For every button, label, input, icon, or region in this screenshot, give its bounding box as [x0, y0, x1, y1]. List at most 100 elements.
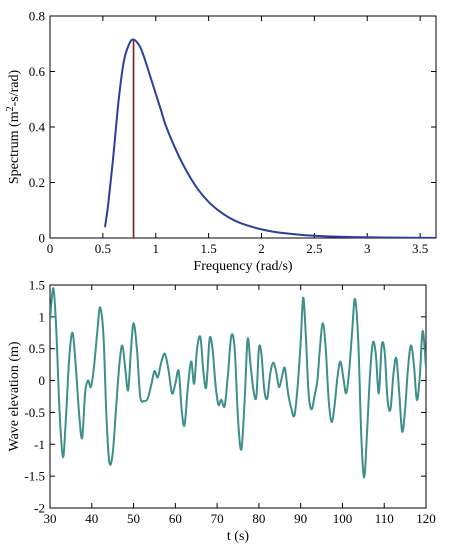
x-tick-label: 70 — [211, 511, 224, 526]
y-axis-label-part: -s/rad) — [7, 70, 22, 107]
data-point — [237, 418, 239, 420]
x-tick-label: 100 — [333, 511, 353, 526]
data-point — [386, 399, 389, 401]
data-point — [187, 386, 189, 388]
data-point — [50, 319, 51, 321]
y-axis-label-part: Spectrum (m — [7, 111, 22, 184]
data-point — [208, 201, 210, 203]
data-point — [339, 360, 341, 363]
data-point — [128, 43, 130, 45]
data-point — [348, 370, 350, 372]
spectrum-chart: 0 0.5 1 1.5 2 2.5 3 3.5 0 0.2 0.4 0.6 0.8 Frequency (… — [5, 9, 437, 274]
data-point — [272, 362, 274, 364]
data-point — [416, 399, 418, 401]
y-tick-label: 0 — [39, 231, 46, 246]
data-point — [398, 392, 400, 394]
data-point — [78, 415, 80, 417]
data-point — [211, 348, 214, 350]
data-point — [333, 405, 336, 407]
data-point — [96, 332, 98, 334]
data-point — [217, 404, 219, 406]
data-point — [401, 430, 403, 433]
data-point — [197, 188, 199, 191]
data-point — [171, 392, 173, 394]
series-line — [104, 38, 436, 238]
x-tick-label: 80 — [252, 511, 265, 526]
x-tick-label: 50 — [127, 511, 140, 526]
data-point — [81, 437, 83, 439]
data-point — [372, 341, 374, 343]
data-point — [55, 329, 57, 331]
data-point — [150, 383, 153, 385]
data-point — [75, 367, 77, 369]
x-tick-label: 120 — [416, 511, 436, 526]
data-point — [375, 354, 377, 356]
data-point — [410, 344, 412, 347]
data-point — [278, 386, 280, 388]
data-point — [302, 297, 304, 299]
data-point — [345, 392, 347, 394]
data-point — [255, 395, 257, 398]
data-point — [354, 298, 356, 300]
data-point — [153, 370, 156, 372]
x-axis-label: Frequency (rad/s) — [193, 259, 292, 274]
data-point — [281, 376, 283, 378]
data-point — [143, 400, 145, 402]
data-point — [112, 154, 115, 156]
y-tick-label: -2 — [34, 501, 45, 516]
plot-frame — [49, 284, 427, 509]
x-tick-label: 2 — [258, 241, 265, 256]
data-point — [214, 383, 217, 385]
data-point — [308, 392, 310, 394]
data-point — [249, 364, 252, 366]
data-point — [202, 370, 204, 372]
data-point — [108, 461, 110, 463]
data-point — [398, 237, 400, 238]
data-point — [305, 332, 307, 334]
data-point — [93, 367, 95, 369]
data-point — [284, 367, 286, 369]
data-point — [155, 93, 157, 95]
x-tick-label: 1 — [153, 241, 160, 256]
data-point — [124, 367, 126, 369]
data-point — [313, 395, 316, 398]
data-point — [229, 217, 231, 219]
data-point — [68, 357, 70, 359]
data-point — [351, 332, 353, 334]
y-tick-label: 1 — [39, 309, 46, 324]
data-point — [389, 408, 392, 410]
x-axis-label: t (s) — [227, 529, 250, 544]
data-point — [247, 338, 249, 340]
data-point — [190, 360, 192, 363]
x-tick-label: 60 — [169, 511, 182, 526]
data-point — [139, 395, 141, 398]
y-tick-label: 0.5 — [29, 341, 45, 356]
data-point — [287, 392, 289, 394]
y-axis-label: Wave elevation (m) — [7, 341, 22, 451]
y-tick-label: -1 — [34, 437, 45, 452]
data-point — [136, 348, 138, 350]
data-point — [174, 383, 176, 385]
data-point — [121, 344, 123, 347]
data-point — [240, 448, 242, 450]
data-point — [325, 348, 327, 350]
data-point — [378, 392, 380, 394]
data-point — [208, 338, 211, 340]
y-tick-label: -0.5 — [24, 405, 45, 420]
y-axis-label: Spectrum (m2-s/rad) — [5, 70, 22, 185]
data-point — [407, 367, 409, 369]
data-point — [363, 476, 365, 479]
series-line — [50, 287, 426, 479]
data-point — [244, 399, 246, 401]
data-point — [313, 235, 315, 237]
data-point — [218, 210, 220, 212]
data-point — [87, 379, 89, 382]
data-point — [123, 59, 125, 62]
data-point — [300, 341, 302, 343]
data-point — [342, 376, 344, 378]
data-point — [322, 322, 324, 324]
x-tick-label: 110 — [375, 511, 394, 526]
data-point — [132, 38, 135, 41]
data-point — [165, 126, 167, 128]
data-point — [330, 421, 333, 423]
